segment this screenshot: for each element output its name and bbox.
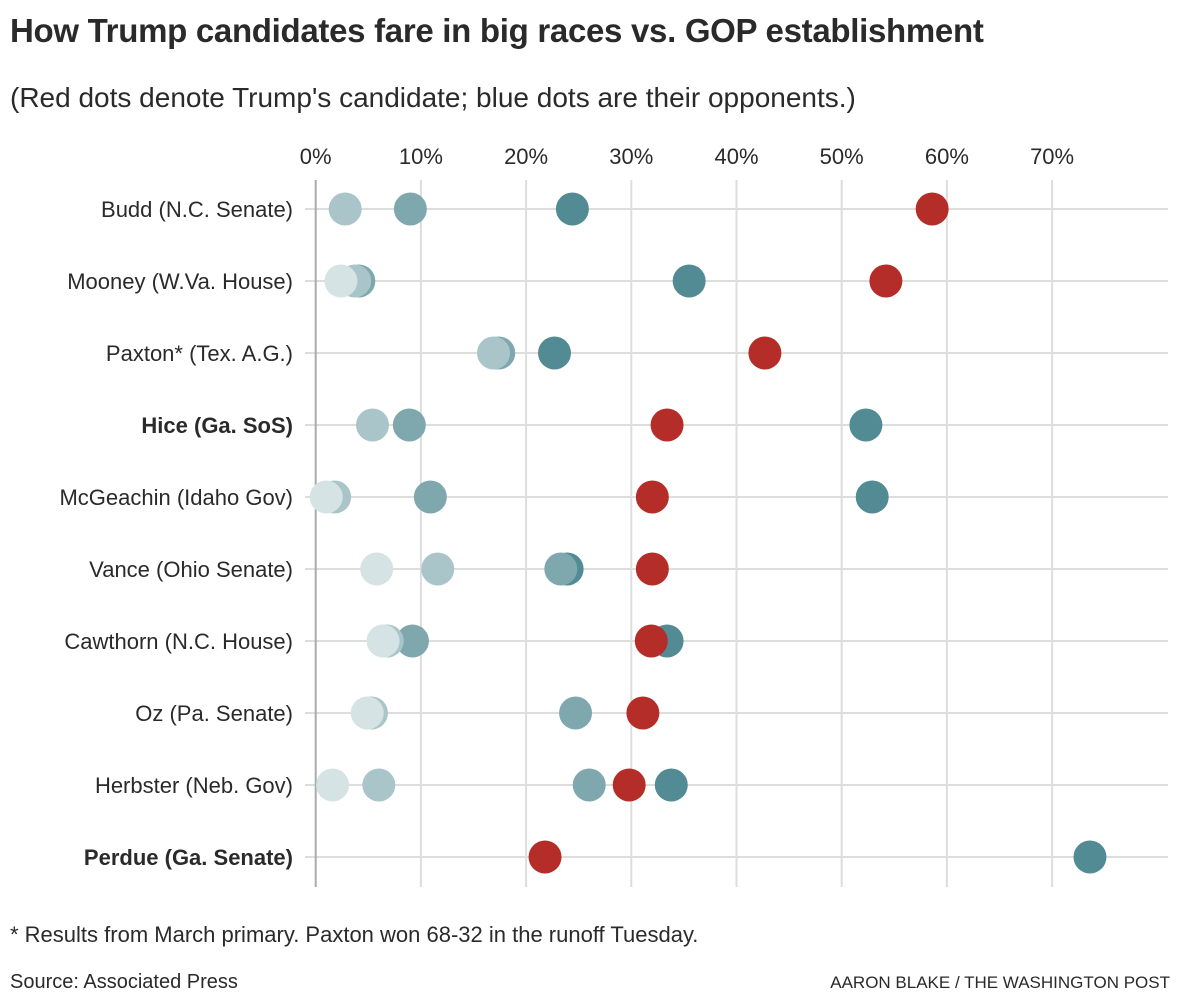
opponent-dot <box>360 552 394 586</box>
row-dots <box>328 192 949 226</box>
opponent-dot <box>476 336 510 370</box>
trump-candidate-dot <box>528 840 562 874</box>
opponent-dot <box>362 768 396 802</box>
row-dots <box>350 696 660 730</box>
opponent-dot <box>328 192 362 226</box>
trump-candidate-dot <box>635 480 669 514</box>
opponent-dot <box>849 408 883 442</box>
row-dots <box>356 408 883 442</box>
x-tick-label: 50% <box>820 144 864 169</box>
row-label: Budd (N.C. Senate) <box>101 197 293 222</box>
x-tick-label: 0% <box>300 144 332 169</box>
x-tick-label: 20% <box>504 144 548 169</box>
row-label: McGeachin (Idaho Gov) <box>59 485 293 510</box>
row-dots <box>360 552 669 586</box>
row-label: Oz (Pa. Senate) <box>135 701 293 726</box>
row-label: Paxton* (Tex. A.G.) <box>106 341 293 366</box>
x-tick-label: 70% <box>1030 144 1074 169</box>
opponent-dot <box>421 552 455 586</box>
x-tick-labels: 0% 10% 20% 30% 40% 50% 60% 70% <box>300 144 1074 169</box>
row-label: Perdue (Ga. Senate) <box>84 845 293 870</box>
footnote: * Results from March primary. Paxton won… <box>10 922 699 947</box>
source-note: Source: Associated Press <box>10 971 238 993</box>
row-label: Hice (Ga. SoS) <box>141 413 293 438</box>
trump-candidate-dot <box>612 768 646 802</box>
credit-line: AARON BLAKE / THE WASHINGTON POST <box>830 973 1170 992</box>
opponent-dot <box>572 768 606 802</box>
chart-title: How Trump candidates fare in big races v… <box>10 12 984 49</box>
trump-candidate-dot <box>748 336 782 370</box>
row-label: Mooney (W.Va. House) <box>67 269 293 294</box>
opponent-dot <box>544 552 578 586</box>
trump-candidate-dot <box>869 264 903 298</box>
opponent-dot <box>413 480 447 514</box>
opponent-dot <box>555 192 589 226</box>
trump-candidate-dot <box>626 696 660 730</box>
opponent-dot <box>356 408 390 442</box>
trump-candidate-dot <box>915 192 949 226</box>
trump-candidate-dot <box>635 552 669 586</box>
opponent-dot <box>309 480 343 514</box>
trump-candidate-dot <box>634 624 668 658</box>
opponent-dot <box>395 624 429 658</box>
opponent-dot <box>350 696 384 730</box>
row-dots <box>528 840 1107 874</box>
trump-candidate-dot <box>650 408 684 442</box>
row-dots <box>324 264 903 298</box>
opponent-dot <box>316 768 350 802</box>
x-tick-label: 40% <box>714 144 758 169</box>
opponent-dot <box>559 696 593 730</box>
opponent-dot <box>393 192 427 226</box>
opponent-dot <box>672 264 706 298</box>
row-labels: Budd (N.C. Senate) Mooney (W.Va. House) Pa… <box>59 197 293 870</box>
opponent-dot <box>538 336 572 370</box>
row-dots <box>316 768 688 802</box>
x-tick-label: 10% <box>399 144 443 169</box>
x-tick-label: 60% <box>925 144 969 169</box>
dot-plot-chart: 0% 10% 20% 30% 40% 50% 60% 70% Budd (N.C. Senat… <box>59 144 1168 887</box>
chart-subtitle: (Red dots denote Trump's candidate; blue… <box>10 82 856 113</box>
row-dots <box>476 336 782 370</box>
data-dots <box>309 192 1107 874</box>
opponent-dot <box>366 624 400 658</box>
x-tick-label: 30% <box>609 144 653 169</box>
row-label: Cawthorn (N.C. House) <box>64 629 293 654</box>
opponent-dot <box>654 768 688 802</box>
opponent-dot <box>324 264 358 298</box>
row-dots <box>366 624 684 658</box>
opponent-dot <box>1073 840 1107 874</box>
row-label: Herbster (Neb. Gov) <box>95 773 293 798</box>
opponent-dot <box>855 480 889 514</box>
row-label: Vance (Ohio Senate) <box>89 557 293 582</box>
row-dots <box>309 480 889 514</box>
vertical-gridlines <box>419 180 1054 887</box>
opponent-dot <box>392 408 426 442</box>
